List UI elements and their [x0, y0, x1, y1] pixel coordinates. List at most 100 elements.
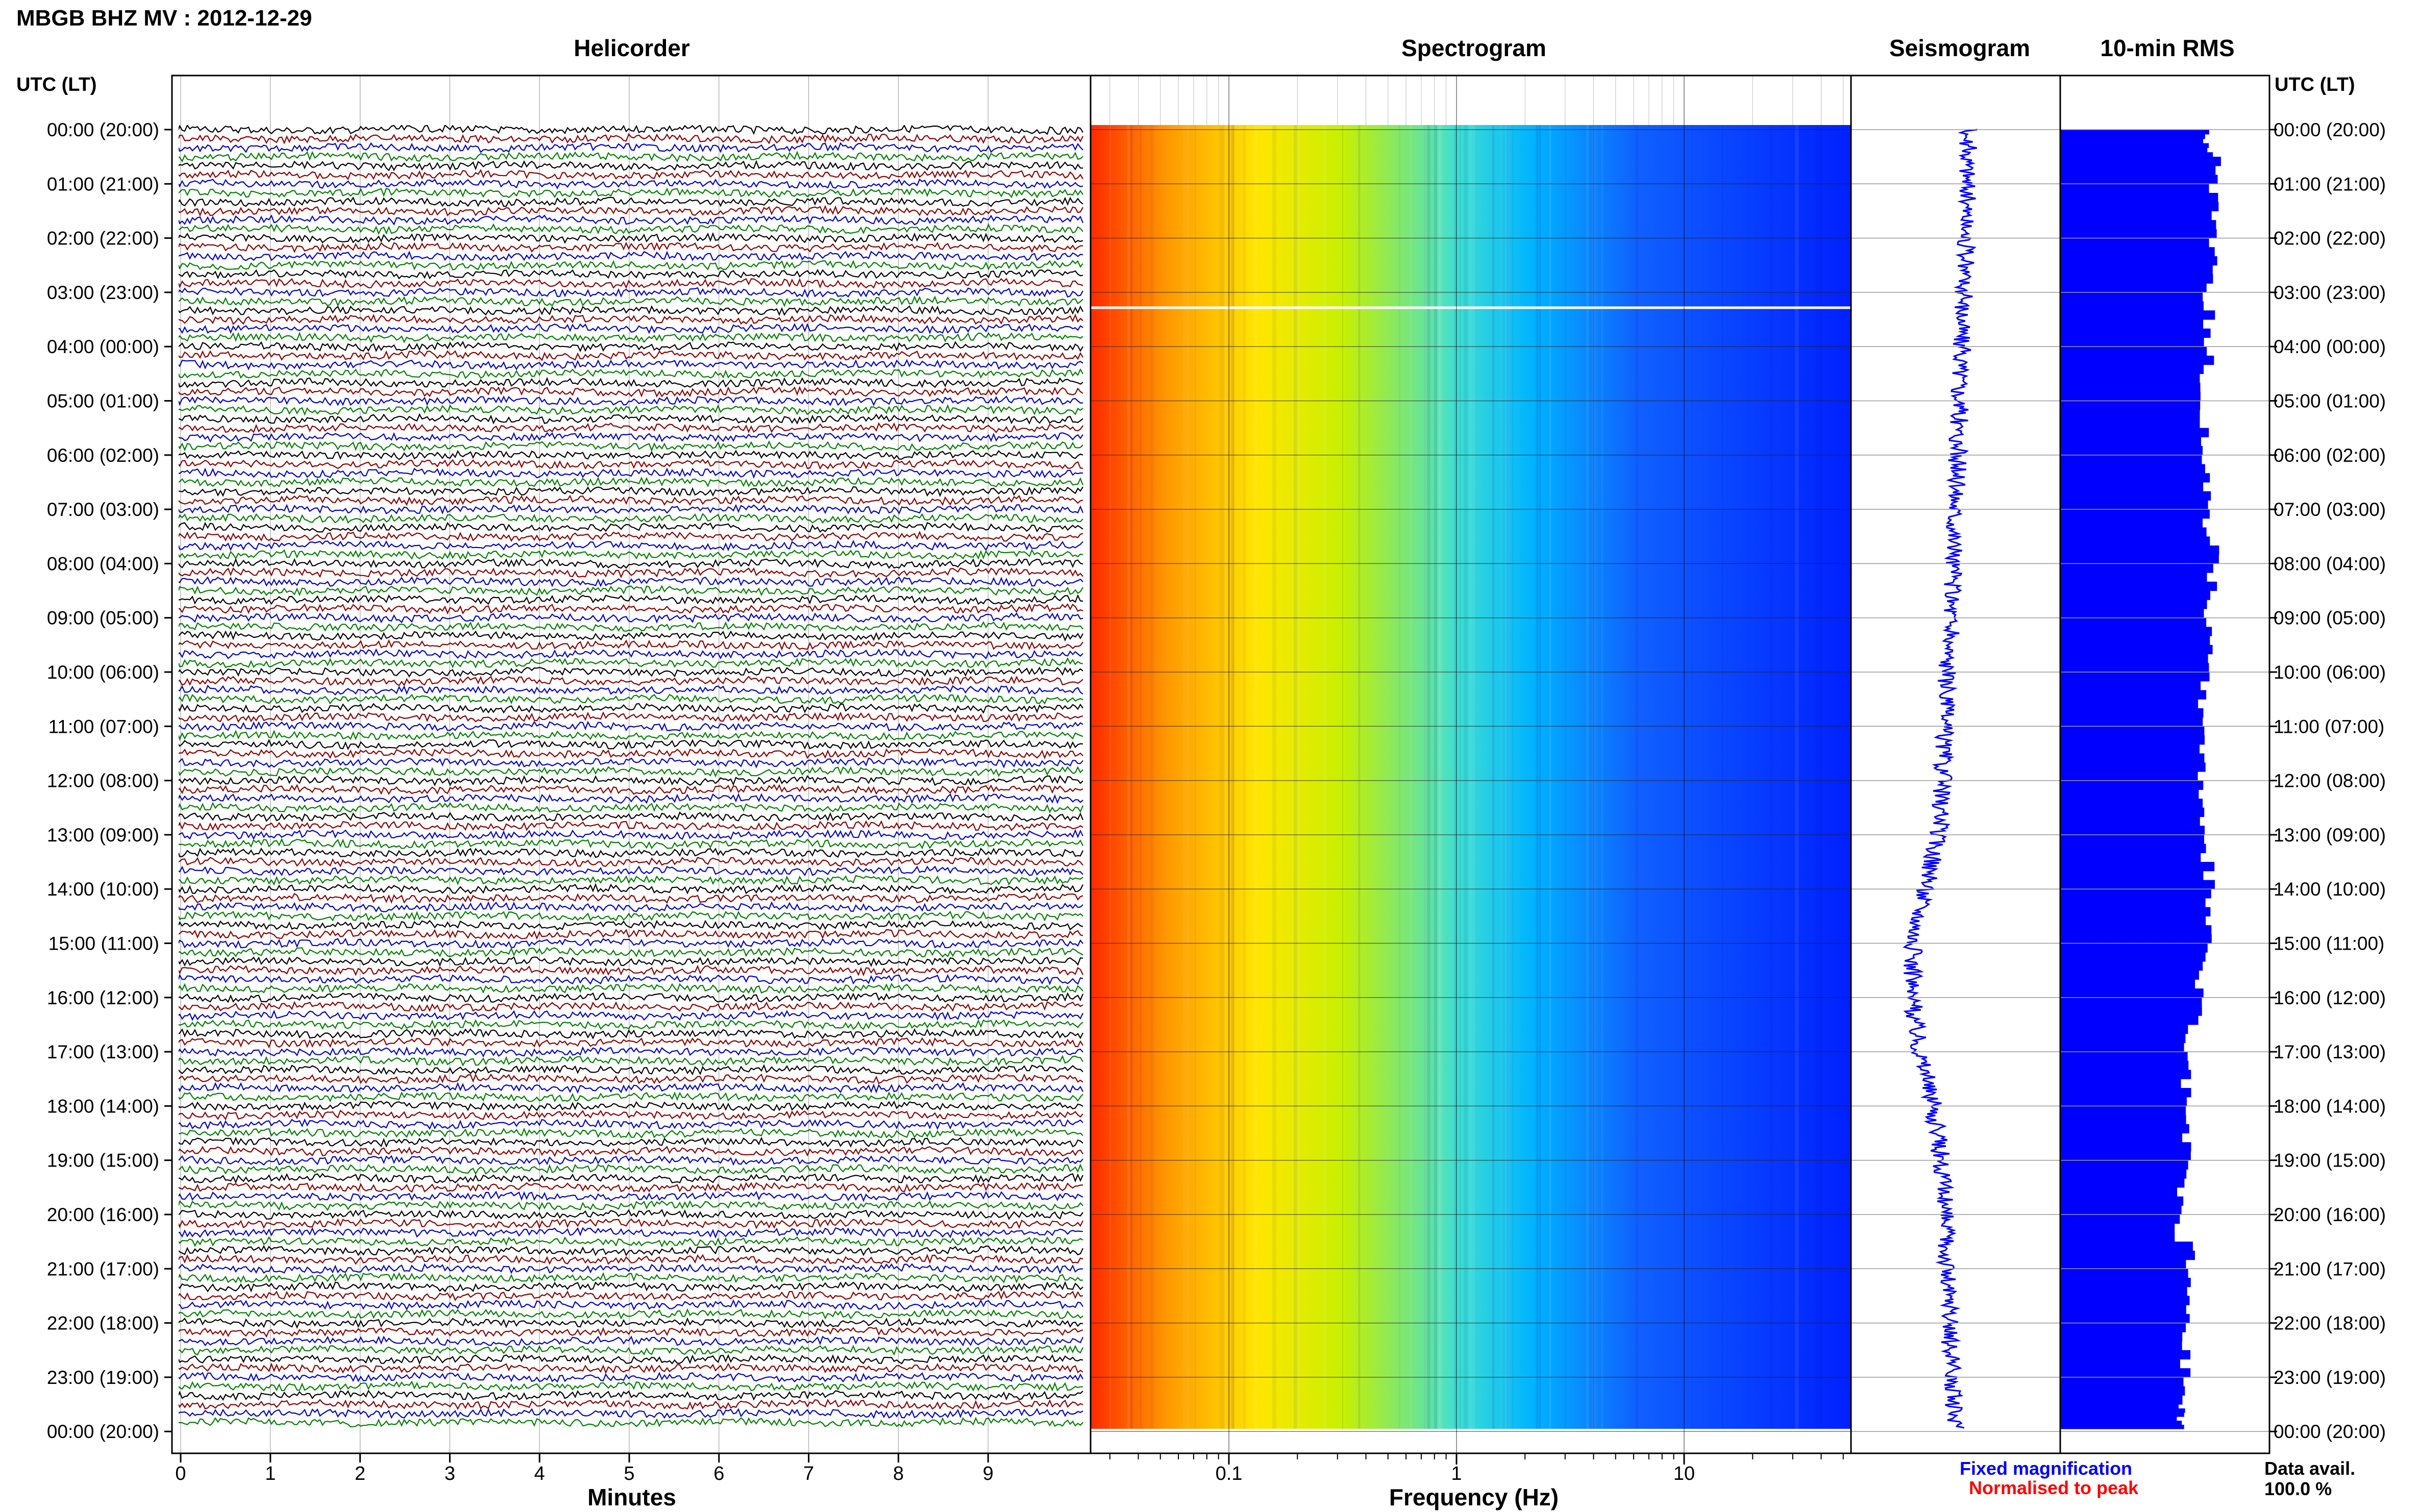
time-label-left: 00:00 (20:00) [47, 1421, 159, 1442]
time-label-left: 07:00 (03:00) [47, 499, 159, 520]
helicorder-trace [179, 513, 1083, 524]
helicorder-trace [179, 883, 1083, 895]
rms-bar [2060, 509, 2210, 519]
rms-bar [2060, 925, 2212, 935]
rms-bar [2060, 1006, 2202, 1016]
rms-bar [2060, 455, 2202, 465]
helicorder-trace [179, 404, 1083, 416]
rms-bar [2060, 527, 2207, 537]
spectrogram-band [1635, 125, 1639, 1429]
rms-bar [2060, 1377, 2184, 1387]
rms-bar [2060, 301, 2204, 311]
helicorder-trace [179, 630, 1083, 642]
frequency-tick-label: 10 [1673, 1463, 1695, 1484]
helicorder-trace [179, 594, 1083, 605]
minutes-axis: 0 1 2 3 4 5 6 7 8 9 [175, 76, 994, 1484]
helicorder-trace [179, 621, 1083, 632]
helicorder-trace [179, 721, 1083, 732]
helicorder-trace [179, 1380, 1083, 1392]
helicorder-trace [179, 260, 1083, 270]
helicorder-trace [179, 748, 1083, 760]
rms-bar [2060, 292, 2203, 302]
rms-bar [2060, 708, 2204, 718]
rms-bar [2060, 600, 2207, 609]
page-title: MBGB BHZ MV : 2012-12-29 [16, 6, 312, 31]
rms-bar [2060, 1178, 2185, 1188]
rms-bar [2060, 518, 2203, 528]
helicorder-trace [179, 432, 1083, 443]
helicorder-trace [179, 892, 1083, 904]
spectrogram-band [1565, 125, 1566, 1429]
rms-bar [2060, 988, 2204, 998]
helicorder-trace [179, 937, 1083, 949]
helicorder-trace [179, 730, 1083, 741]
time-label-right: 08:00 (04:00) [2274, 553, 2386, 574]
helicorder-trace [179, 792, 1083, 804]
spectrogram-band [1437, 125, 1442, 1429]
rms-bar [2060, 1088, 2191, 1098]
helicorder-trace [179, 214, 1084, 226]
time-label-right: 02:00 (22:00) [2274, 228, 2386, 249]
spectrogram-band [1463, 125, 1467, 1429]
rms-bar [2060, 1106, 2186, 1116]
helicorder-trace [179, 784, 1083, 795]
rms-bar [2060, 319, 2204, 329]
rms-bar [2060, 1115, 2186, 1125]
rms-bar [2060, 355, 2214, 365]
rms-bar [2060, 473, 2210, 483]
rms-bar [2060, 1196, 2184, 1206]
rms-bar [2060, 1079, 2181, 1088]
rms-bar [2060, 1421, 2182, 1425]
rms-bar [2060, 735, 2205, 745]
helicorder-trace [179, 368, 1083, 379]
helicorder-trace [179, 413, 1083, 425]
rms-bar [2060, 500, 2208, 510]
minute-tick-label: 9 [983, 1463, 994, 1484]
spectrogram-band [1358, 125, 1361, 1429]
rms-bar [2060, 464, 2205, 474]
time-label-right: 04:00 (00:00) [2274, 336, 2386, 357]
legend-fixed-magnification: Fixed magnification [1960, 1458, 2132, 1479]
helicorder-trace [179, 1146, 1083, 1157]
rms-bar [2060, 1417, 2177, 1421]
rms-bar [2060, 418, 2200, 429]
rms-bar [2060, 247, 2215, 257]
spectrogram-band [1492, 125, 1495, 1429]
helicorder-trace [179, 811, 1084, 822]
rms-bar [2060, 1187, 2178, 1197]
helicorder-trace [179, 350, 1083, 361]
rms-bar [2060, 753, 2205, 763]
helicorder-trace [179, 1281, 1083, 1293]
time-label-right: 14:00 (10:00) [2274, 879, 2386, 900]
helicorder-trace [179, 1299, 1083, 1311]
helicorder-trace [179, 576, 1083, 587]
spectrogram-band [1507, 125, 1509, 1429]
helicorder-trace [179, 982, 1083, 995]
rms-bar [2060, 1214, 2180, 1224]
helicorder-trace [179, 857, 1083, 867]
rms-bar [2060, 1060, 2189, 1071]
helicorder-trace [179, 865, 1083, 877]
rms-bar [2060, 256, 2217, 266]
helicorder-trace [179, 1118, 1083, 1130]
legend-normalised-to-peak: Normalised to peak [1969, 1477, 2139, 1498]
rms-bar [2060, 717, 2203, 727]
helicorder-trace [179, 223, 1083, 235]
rms-bar [2060, 482, 2204, 492]
right-axis-header: UTC (LT) [2275, 74, 2355, 95]
helicorder-trace [179, 486, 1083, 498]
helicorder-trace [179, 684, 1083, 696]
rms-bar [2060, 672, 2210, 682]
rms-bar [2060, 130, 2209, 135]
spectrogram-band [1149, 125, 1154, 1429]
rms-bar [2060, 654, 2208, 663]
spectrogram-band [1434, 125, 1438, 1429]
data-avail-label: Data avail. [2264, 1458, 2355, 1479]
spectrogram-band [1186, 125, 1190, 1429]
rms-bar [2060, 880, 2215, 889]
spectrogram-band [1512, 125, 1514, 1429]
helicorder-trace [179, 1362, 1083, 1374]
helicorder-trace [179, 875, 1083, 886]
helicorder-trace [179, 422, 1083, 433]
rms-bar [2060, 1425, 2184, 1429]
